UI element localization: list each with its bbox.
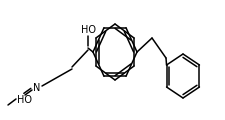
Text: HO: HO (81, 25, 95, 35)
Text: HO: HO (16, 95, 32, 105)
Text: N: N (33, 83, 41, 93)
